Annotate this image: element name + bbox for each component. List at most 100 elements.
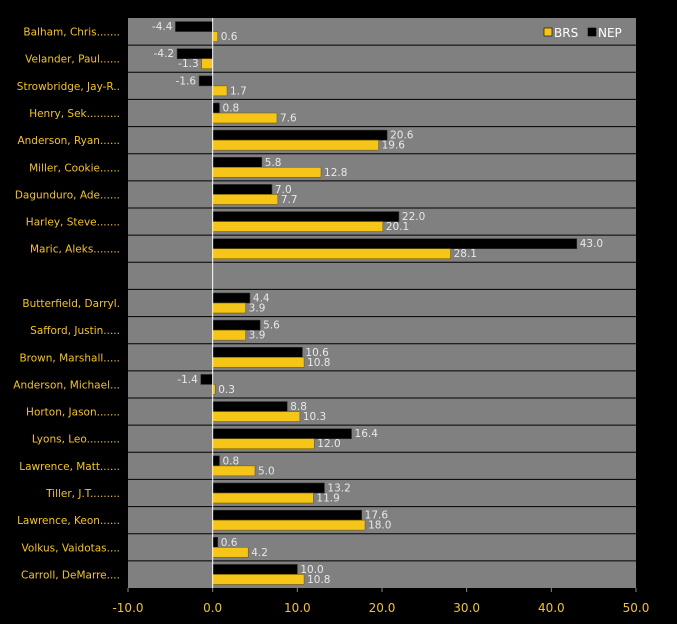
value-label-nep: 4.4: [253, 293, 270, 305]
bar-nep: [212, 455, 220, 467]
bar-nep: [212, 292, 251, 304]
legend: BRS NEP: [543, 26, 622, 40]
x-tick-label: 0.0: [203, 601, 222, 615]
bar-brs: [201, 58, 213, 70]
bar-nep: [212, 319, 261, 331]
category-labels: Balham, Chris....... Velander, Paul......…: [13, 27, 120, 582]
value-label-brs: 20.1: [386, 221, 409, 233]
legend-label-nep: NEP: [598, 26, 622, 40]
value-label-nep: 43.0: [580, 238, 603, 250]
legend-swatch-nep: [587, 27, 597, 37]
bar-nep: [212, 346, 303, 358]
category-label: Maric, Aleks........: [30, 244, 120, 256]
value-label-brs: 10.8: [307, 357, 330, 369]
category-label: Brown, Marshall.....: [19, 352, 120, 364]
bar-brs: [212, 574, 305, 585]
value-label-brs: 10.8: [307, 574, 330, 586]
value-label-brs: 5.0: [258, 465, 275, 477]
bar-nep: [212, 564, 298, 575]
category-label: Tiller, J.T.........: [45, 488, 120, 500]
x-tick-label: 50.0: [623, 601, 650, 615]
bar-brs: [212, 221, 384, 232]
category-label: Horton, Jason.......: [26, 407, 120, 419]
category-label: Balham, Chris.......: [23, 27, 120, 39]
bar-brs: [212, 329, 246, 341]
bar-brs: [212, 139, 379, 151]
bar-brs: [212, 411, 301, 422]
value-label-nep: 7.0: [275, 184, 292, 196]
value-label-brs: 10.3: [303, 411, 326, 423]
value-label-nep: -4.4: [152, 21, 173, 33]
value-label-nep: 0.6: [221, 537, 238, 549]
category-label: Lawrence, Keon......: [17, 515, 120, 527]
value-label-brs: 18.0: [368, 520, 391, 532]
bar-nep: [212, 509, 362, 521]
category-label: Dagunduro, Ade......: [15, 189, 120, 201]
value-label-nep: 13.2: [327, 483, 350, 495]
value-label-brs: 3.9: [249, 330, 266, 342]
value-label-brs: 19.6: [382, 140, 406, 152]
category-label: Volkus, Vaidotas....: [22, 542, 120, 554]
bar-brs: [212, 194, 279, 205]
value-label-brs: 7.6: [280, 113, 297, 125]
category-label: Butterfield, Darryl.: [22, 298, 120, 310]
bar-nep: [212, 238, 578, 250]
plot-area: [128, 18, 636, 588]
bar-brs: [212, 85, 228, 97]
bar-nep: [212, 102, 220, 114]
value-label-brs: -1.3: [178, 58, 199, 70]
bar-nep: [175, 21, 213, 32]
x-tick-label: 20.0: [369, 601, 396, 615]
bar-brs: [212, 302, 246, 314]
bar-nep: [212, 428, 352, 440]
category-label: Lawrence, Matt......: [19, 461, 120, 473]
category-label: Miller, Cookie......: [29, 162, 120, 174]
value-label-nep: 5.8: [265, 157, 282, 169]
bar-nep: [212, 536, 219, 548]
value-label-nep: -1.6: [176, 75, 197, 87]
x-tick-label: 30.0: [453, 601, 480, 615]
bar-brs: [212, 438, 315, 450]
x-tick-label: 40.0: [538, 601, 565, 615]
category-label: Carroll, DeMarre....: [21, 569, 120, 581]
x-tick-label: 10.0: [284, 601, 311, 615]
bar-nep: [212, 482, 325, 494]
value-label-nep: 22.0: [402, 211, 425, 223]
value-label-brs: 0.6: [221, 31, 238, 43]
value-label-nep: -4.2: [154, 48, 175, 60]
bar-brs: [212, 492, 314, 504]
bar-brs: [212, 356, 305, 368]
bar-brs: [212, 31, 219, 42]
value-label-nep: 16.4: [355, 428, 379, 440]
category-label: Strowbridge, Jay-R..: [17, 81, 120, 93]
value-label-brs: 3.9: [249, 303, 266, 315]
bars: [175, 21, 578, 585]
bar-nep: [212, 156, 263, 168]
value-label-nep: 0.8: [222, 103, 239, 115]
bar-nep: [176, 48, 213, 60]
category-label: Lyons, Leo..........: [32, 434, 120, 446]
value-label-brs: 7.7: [281, 194, 298, 206]
category-label: Henry, Sek..........: [29, 108, 120, 120]
value-labels: -4.4 0.6 -4.2-1.3 -1.6 1.7 0.8 7.6 20.619.6 5.8 1…: [152, 21, 603, 586]
value-label-nep: 20.6: [390, 130, 414, 142]
value-label-nep: -1.4: [177, 374, 198, 386]
category-label: Anderson, Michael...: [13, 379, 120, 391]
value-label-brs: 12.0: [317, 438, 340, 450]
value-label-nep: 10.6: [305, 347, 329, 359]
category-label: Safford, Justin.....: [30, 325, 120, 337]
bar-brs: [212, 112, 278, 124]
value-label-brs: 4.2: [251, 547, 268, 559]
bar-nep: [212, 401, 288, 412]
bar-nep: [212, 184, 273, 195]
value-label-brs: 11.9: [316, 493, 339, 505]
legend-label-brs: BRS: [554, 26, 578, 40]
bar-brs: [212, 248, 451, 260]
value-label-brs: 1.7: [230, 85, 247, 97]
value-label-brs: 12.8: [324, 167, 347, 179]
legend-swatch-brs: [543, 27, 553, 37]
value-label-nep: 10.0: [300, 564, 323, 576]
category-label: Harley, Steve.......: [26, 217, 120, 229]
bar-nep: [198, 75, 213, 87]
